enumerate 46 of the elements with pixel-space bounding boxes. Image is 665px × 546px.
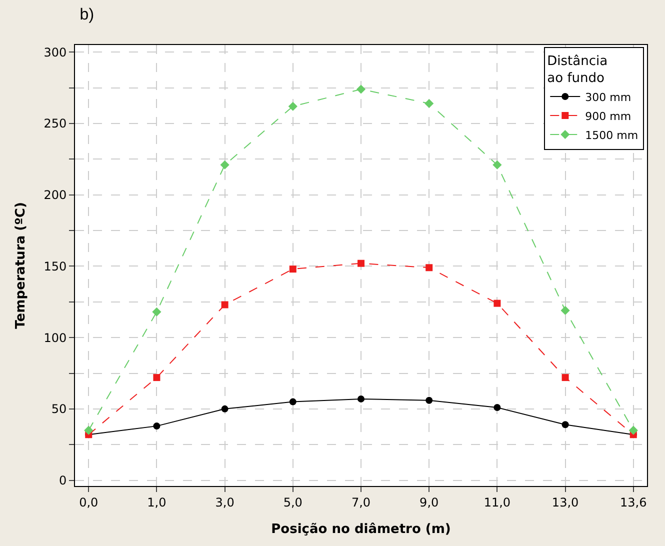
legend-label: 300 mm (585, 90, 632, 104)
x-tick-label: 13,0 (552, 495, 579, 510)
y-tick-label: 0 (58, 473, 67, 488)
point (221, 301, 228, 308)
x-tick-label: 3,0 (215, 495, 234, 510)
y-tick-label: 200 (44, 188, 67, 202)
chart-title: b) (80, 6, 94, 24)
point (153, 422, 160, 430)
y-axis-title: Temperatura (ºC) (14, 202, 29, 329)
point (494, 300, 501, 307)
point (358, 395, 364, 402)
x-tick-label: 9,0 (420, 495, 439, 510)
point (152, 307, 162, 316)
y-tick-label: 250 (44, 116, 67, 131)
y-tick-label: 300 (44, 45, 67, 60)
point (289, 266, 296, 273)
y-tick-label: 50 (51, 402, 67, 416)
point (289, 398, 296, 406)
point (562, 374, 569, 382)
legend-title: Distância ao fundo (547, 54, 608, 86)
point (424, 98, 434, 108)
x-tick-label: 5,0 (283, 495, 302, 510)
point (356, 84, 366, 94)
point (84, 426, 94, 435)
point (426, 396, 433, 404)
point (153, 374, 160, 382)
point (288, 102, 298, 111)
x-tick-label: 13,6 (620, 495, 647, 510)
x-tick-label: 7,0 (351, 495, 371, 510)
point (358, 260, 364, 267)
x-tick-label: 11,0 (484, 495, 511, 510)
point (492, 160, 502, 170)
point (628, 426, 638, 435)
x-axis-title: Posição no diâmetro (m) (271, 522, 451, 537)
y-tick-label: 100 (44, 330, 67, 345)
point (220, 160, 230, 170)
legend-label: 1500 mm (585, 128, 638, 142)
point (221, 405, 228, 412)
point (426, 264, 433, 272)
x-tick-label: 0,0 (79, 495, 98, 510)
x-tick-label: 1,0 (147, 495, 166, 510)
point (562, 421, 569, 428)
y-tick-label: 150 (44, 259, 67, 274)
legend-label: 900 mm (585, 110, 632, 123)
point (494, 404, 501, 411)
point (560, 306, 570, 316)
